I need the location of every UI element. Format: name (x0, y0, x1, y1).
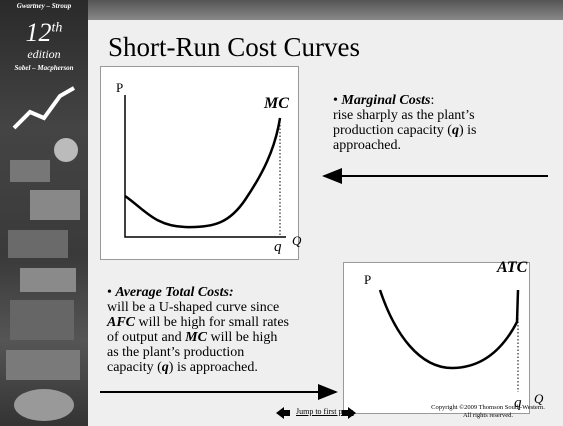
copyright: Copyright ©2009 Thomson South-Western. A… (418, 404, 558, 420)
text: MC (185, 330, 207, 345)
slide: Gwartney – Stroup 12th edition Sobel – M… (0, 0, 563, 426)
jump-link[interactable]: Jump to first page (296, 407, 354, 416)
y-axis-label: P (364, 272, 371, 287)
text: ) is approached. (169, 360, 258, 375)
term: Average Total Costs: (115, 285, 233, 300)
text: as the plant’s production (107, 345, 244, 360)
text: rise sharply as the plant’s (333, 108, 475, 123)
atc-note: • Average Total Costs: will be a U-shape… (107, 285, 289, 375)
x-axis-label: Q (292, 233, 302, 248)
text: q (452, 123, 459, 138)
text: will be high for small rates (135, 315, 289, 330)
text: capacity ( (107, 360, 162, 375)
text: approached. (333, 138, 401, 153)
bullet: • (333, 93, 338, 108)
curve-label: ATC (496, 259, 528, 276)
rights-line: All rights reserved. (418, 412, 558, 420)
bullet: • (107, 285, 112, 300)
text: ) is (459, 123, 477, 138)
capacity-label: q (274, 239, 282, 255)
term: Marginal Costs (341, 93, 430, 108)
text: will be high (207, 330, 277, 345)
atc-graph: P ATC q Q (364, 259, 544, 411)
text: of output and (107, 330, 185, 345)
text: AFC (107, 315, 135, 330)
text: will be a U-shaped curve since (107, 300, 279, 315)
text: q (162, 360, 169, 375)
mc-note: • Marginal Costs: rise sharply as the pl… (333, 93, 476, 153)
mc-graph: P MC q Q (116, 80, 302, 255)
text: production capacity ( (333, 123, 452, 138)
curve-label: MC (263, 95, 289, 112)
copyright-line: Copyright ©2009 Thomson South-Western. (418, 404, 558, 412)
text: : (431, 93, 435, 108)
prev-icon[interactable] (276, 407, 290, 419)
y-axis-label: P (116, 80, 123, 95)
